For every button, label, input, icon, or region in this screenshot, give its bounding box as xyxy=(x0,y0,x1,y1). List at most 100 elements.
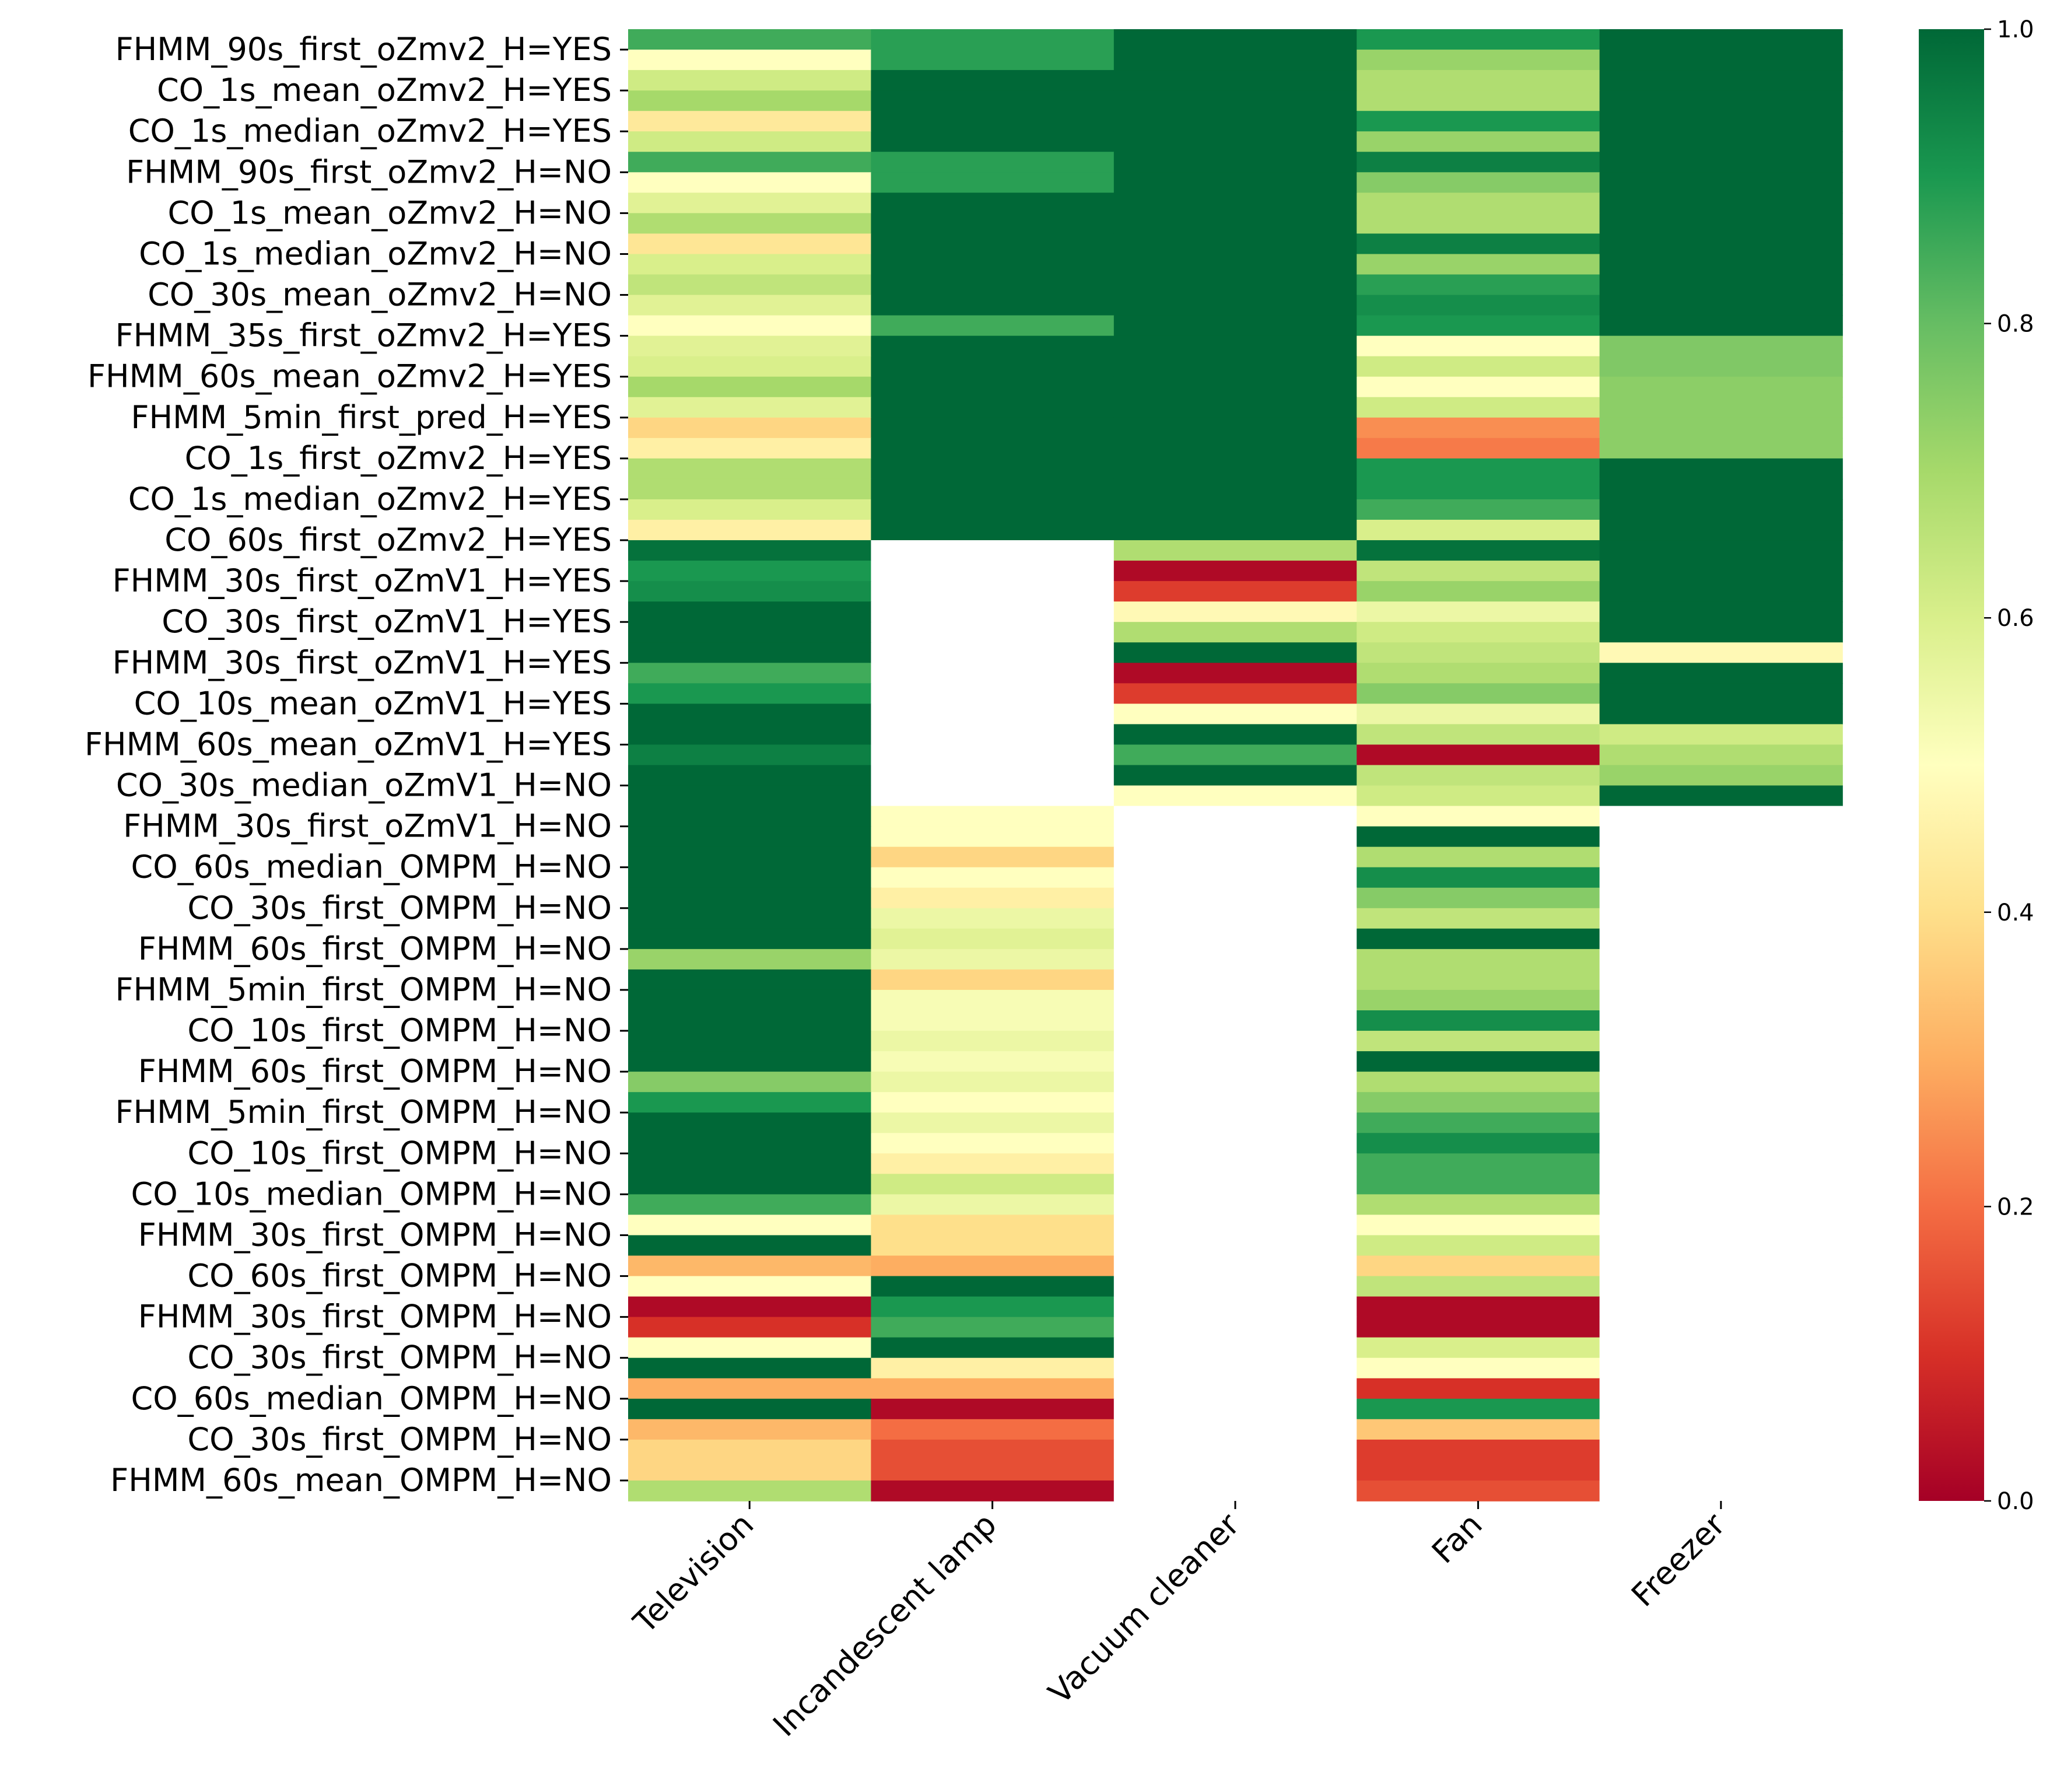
heatmap-cell xyxy=(628,1072,872,1093)
heatmap-cell xyxy=(1113,131,1357,153)
heatmap-cell xyxy=(1357,1214,1600,1236)
heatmap-cell xyxy=(1599,1010,1843,1031)
row-label: CO_1s_mean_oZmv2_H=NO xyxy=(167,194,612,231)
heatmap-cell xyxy=(628,1010,872,1031)
row-label: FHMM_30s_first_OMPM_H=NO xyxy=(138,1298,612,1335)
row-label: CO_1s_first_oZmv2_H=YES xyxy=(185,440,612,477)
heatmap-cell xyxy=(1599,908,1843,929)
heatmap-cell xyxy=(1113,520,1357,541)
heatmap-cell xyxy=(1357,356,1600,377)
heatmap-cell xyxy=(1599,785,1843,807)
heatmap-cell xyxy=(1599,561,1843,582)
colorbar-ticks: 0.0 0.2 0.4 0.6 0.8 1.0 xyxy=(1984,16,2034,1515)
heatmap-cell xyxy=(628,1398,872,1420)
heatmap-cell xyxy=(1357,908,1600,929)
row-label: FHMM_5min_first_pred_H=YES xyxy=(131,399,612,436)
heatmap-cell xyxy=(1113,1112,1357,1134)
column-label: Fan xyxy=(1425,1506,1490,1571)
heatmap-cell xyxy=(1113,867,1357,888)
heatmap-cell xyxy=(1357,1194,1600,1216)
heatmap-cell xyxy=(1599,1031,1843,1052)
heatmap-cell xyxy=(628,663,872,684)
heatmap-cell xyxy=(1357,1255,1600,1277)
row-label: FHMM_35s_first_oZmv2_H=YES xyxy=(115,317,612,354)
heatmap-cell xyxy=(1113,335,1357,357)
heatmap-cell xyxy=(1599,949,1843,970)
row-label: FHMM_60s_mean_oZmv2_H=YES xyxy=(87,358,612,395)
heatmap-cell xyxy=(871,274,1115,296)
heatmap-cell xyxy=(1599,192,1843,214)
heatmap-cell xyxy=(1599,1419,1843,1440)
heatmap-cell xyxy=(1357,642,1600,664)
heatmap-cell xyxy=(628,1153,872,1175)
heatmap-cell xyxy=(871,1051,1115,1072)
heatmap-cell xyxy=(871,438,1115,459)
heatmap-cell xyxy=(871,908,1115,929)
heatmap-cell xyxy=(1113,887,1357,909)
heatmap-cell xyxy=(1357,192,1600,214)
heatmap-cell xyxy=(1113,315,1357,337)
heatmap-cell xyxy=(1599,642,1843,664)
heatmap-cell xyxy=(871,867,1115,888)
heatmap-cell xyxy=(1113,928,1357,950)
heatmap-cell xyxy=(1357,1398,1600,1420)
heatmap-cell xyxy=(1113,1439,1357,1461)
heatmap-cell xyxy=(1599,356,1843,377)
heatmap-cell xyxy=(1599,1357,1843,1379)
heatmap-cell xyxy=(1357,50,1600,71)
heatmap-cell xyxy=(1599,540,1843,561)
heatmap-cell xyxy=(871,704,1115,725)
heatmap-cell xyxy=(1113,765,1357,786)
heatmap-cell xyxy=(1599,172,1843,194)
heatmap-cell xyxy=(1113,213,1357,235)
heatmap-cell xyxy=(1113,111,1357,132)
heatmap-cell xyxy=(1357,1460,1600,1481)
heatmap-cell xyxy=(628,1133,872,1154)
heatmap-cell xyxy=(1357,806,1600,827)
heatmap-cell xyxy=(628,1460,872,1481)
heatmap-cell xyxy=(1357,1051,1600,1072)
heatmap-cell xyxy=(628,458,872,480)
heatmap-cell xyxy=(628,1439,872,1461)
heatmap-cell xyxy=(628,1092,872,1114)
heatmap-cell xyxy=(1357,1235,1600,1256)
row-label: CO_10s_mean_oZmV1_H=YES xyxy=(134,685,612,722)
heatmap-cell xyxy=(871,949,1115,970)
heatmap-cell xyxy=(628,90,872,111)
heatmap-cell xyxy=(1599,1439,1843,1461)
row-label: CO_60s_median_OMPM_H=NO xyxy=(131,1380,612,1417)
heatmap-cell xyxy=(628,70,872,91)
heatmap-cell xyxy=(1599,887,1843,909)
heatmap-cell xyxy=(1113,438,1357,459)
heatmap-cell xyxy=(1599,1235,1843,1256)
heatmap-cell xyxy=(1113,540,1357,561)
heatmap-cell xyxy=(1113,1296,1357,1318)
heatmap-cell xyxy=(628,704,872,725)
heatmap-cell xyxy=(871,1194,1115,1216)
heatmap-cell xyxy=(1357,131,1600,153)
heatmap-cell xyxy=(871,356,1115,377)
heatmap-cell xyxy=(871,1419,1115,1440)
heatmap-cell xyxy=(1113,397,1357,418)
heatmap-cell xyxy=(871,29,1115,50)
heatmap-cell xyxy=(871,1072,1115,1093)
heatmap-cell xyxy=(871,397,1115,418)
heatmap-cell xyxy=(871,683,1115,705)
heatmap-cell xyxy=(1357,295,1600,316)
heatmap-cell xyxy=(1357,520,1600,541)
heatmap-cell xyxy=(871,989,1115,1011)
heatmap-cell xyxy=(1357,1378,1600,1399)
heatmap-cell xyxy=(1357,254,1600,275)
heatmap-cell xyxy=(1357,1153,1600,1175)
heatmap-cell xyxy=(1599,867,1843,888)
heatmap-cell xyxy=(1113,70,1357,91)
row-label: CO_30s_first_OMPM_H=NO xyxy=(187,1421,612,1458)
row-label: CO_30s_first_oZmV1_H=YES xyxy=(162,603,612,640)
colorbar-gradient xyxy=(1919,29,1984,1501)
heatmap-cell xyxy=(1357,989,1600,1011)
heatmap-cell xyxy=(1357,90,1600,111)
heatmap-cell xyxy=(1113,1051,1357,1072)
heatmap-cell xyxy=(1113,1337,1357,1359)
row-label: FHMM_30s_first_oZmV1_H=YES xyxy=(113,644,612,681)
heatmap-cell xyxy=(871,172,1115,194)
